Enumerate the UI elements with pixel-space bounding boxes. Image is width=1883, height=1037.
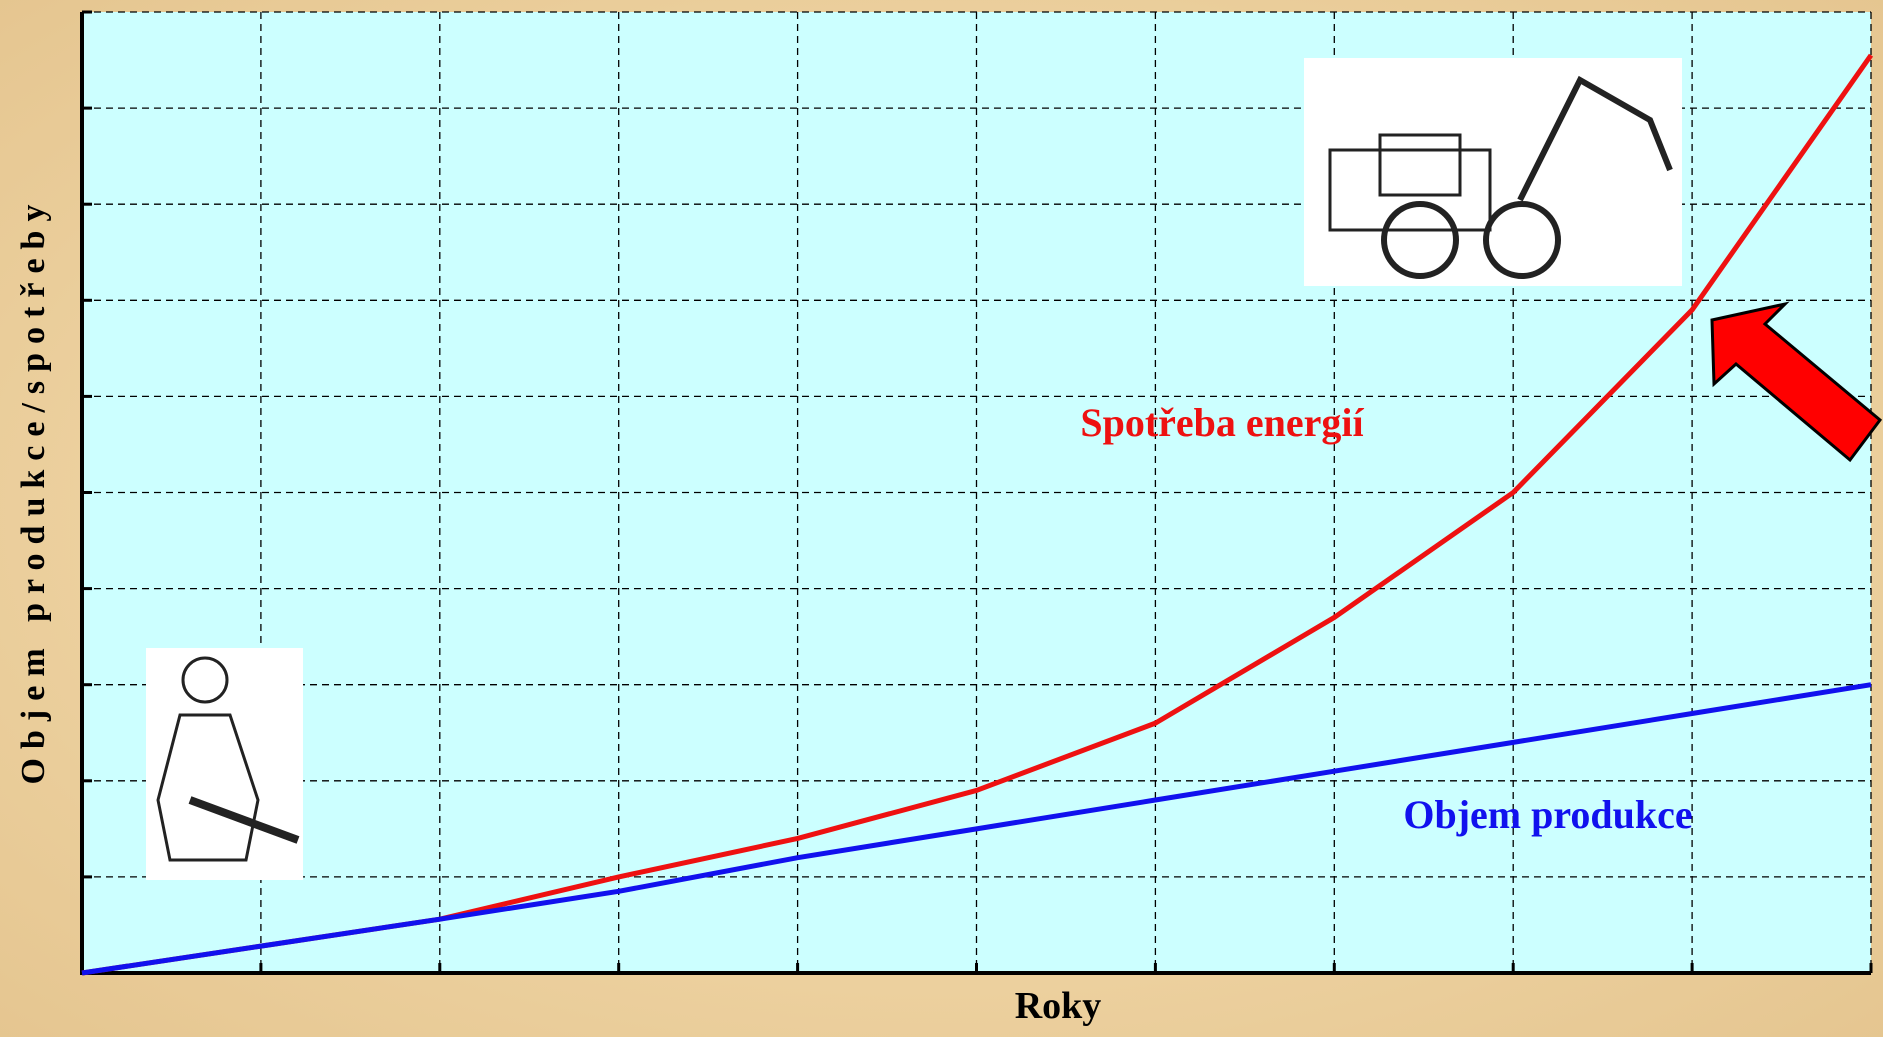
series-line [81, 682, 1872, 976]
series-label: Objem produkce [1403, 792, 1692, 837]
series-label: Spotřeba energií [1080, 400, 1364, 445]
y-axis-label: Objem produkce/spotřeby [15, 196, 52, 785]
harvester-picture [1304, 58, 1682, 286]
arrow [1710, 301, 1883, 463]
x-axis-label: Roky [1015, 985, 1102, 1027]
forester-picture [146, 648, 303, 880]
